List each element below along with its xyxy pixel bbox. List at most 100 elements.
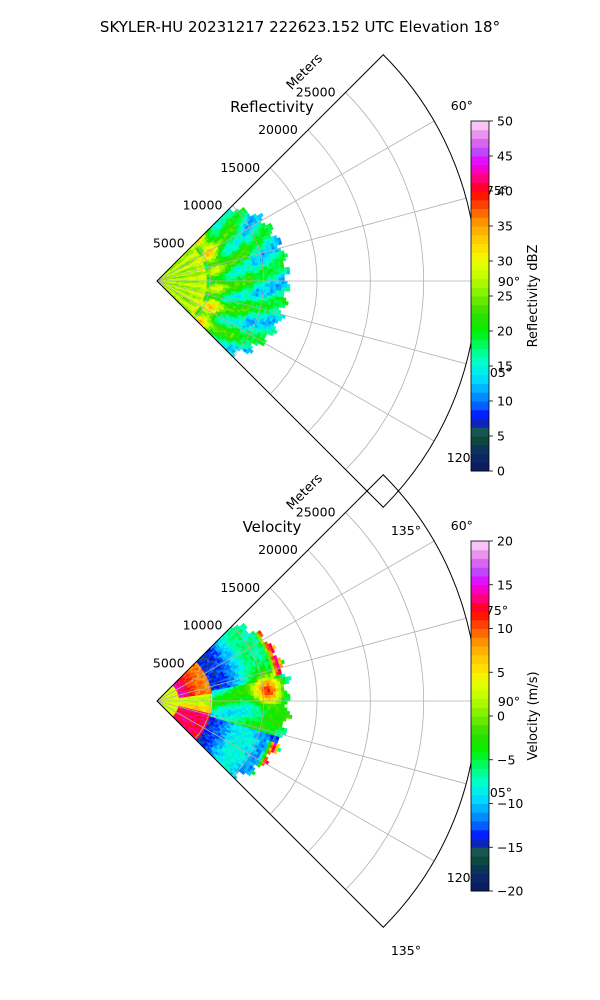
data-cell <box>259 275 263 279</box>
velocity-panel: Velocity500010000150002000025000Meters60… <box>153 471 541 958</box>
data-cell <box>278 270 282 275</box>
colorbar-segment <box>471 278 489 288</box>
data-cell <box>286 266 290 271</box>
data-cell <box>248 695 252 699</box>
data-cell <box>226 697 230 700</box>
data-cell <box>272 688 277 693</box>
data-cell <box>264 709 268 713</box>
data-cell <box>281 284 285 288</box>
data-cell <box>267 688 271 693</box>
data-cell <box>278 700 283 705</box>
data-cell <box>256 698 260 702</box>
colorbar-segment <box>471 269 489 279</box>
colorbar-tick-label: 25 <box>497 289 513 304</box>
data-cell <box>275 287 280 291</box>
data-cell <box>286 693 291 698</box>
data-cell <box>270 706 274 711</box>
data-cell <box>280 290 285 295</box>
data-cell <box>234 274 238 278</box>
radial-tick-label: 20000 <box>258 122 298 137</box>
data-cell <box>280 267 285 272</box>
data-cell <box>281 274 285 278</box>
colorbar-segment <box>471 453 489 463</box>
data-cell <box>278 274 282 279</box>
colorbar-segment <box>471 392 489 402</box>
data-cell <box>250 705 255 709</box>
colorbar-tick-label: 45 <box>497 149 513 164</box>
data-cell <box>245 273 249 277</box>
colorbar-segment <box>471 287 489 297</box>
data-cell <box>253 285 257 290</box>
data-cell <box>278 703 282 708</box>
data-cell <box>287 697 291 702</box>
data-cell <box>270 700 274 705</box>
colorbar-segment <box>471 339 489 349</box>
data-cell <box>281 700 285 705</box>
data-cell <box>242 283 246 286</box>
data-cell <box>237 282 241 286</box>
data-cell <box>267 691 271 696</box>
data-cell <box>236 694 241 698</box>
data-cell <box>267 709 271 714</box>
data-cell <box>284 253 289 258</box>
data-cell <box>248 693 252 697</box>
colorbar-segment <box>471 418 489 428</box>
data-cell <box>287 676 292 681</box>
data-cell <box>269 709 274 714</box>
data-cell <box>272 268 277 273</box>
data-cell <box>250 703 255 707</box>
data-cell <box>275 707 280 711</box>
data-cell <box>264 283 269 288</box>
data-cell <box>278 277 283 282</box>
panel-title: Velocity <box>243 518 302 536</box>
data-cell <box>256 280 260 284</box>
data-cell <box>256 692 260 696</box>
data-cell <box>253 705 257 710</box>
data-cell <box>280 684 285 689</box>
colorbar-tick-label: 35 <box>497 219 513 234</box>
data-cell <box>278 283 282 288</box>
data-cell <box>248 285 252 289</box>
data-cell <box>272 706 277 711</box>
data-cell <box>269 268 274 273</box>
data-cell <box>267 289 271 294</box>
data-cell <box>259 698 263 702</box>
data-cell <box>253 703 258 707</box>
figure-title: SKYLER-HU 20231217 222623.152 UTC Elevat… <box>100 18 500 36</box>
data-cell <box>237 696 241 700</box>
data-cell <box>239 282 244 286</box>
data-cell <box>256 283 260 287</box>
data-cell <box>242 693 246 697</box>
data-cell <box>270 697 274 702</box>
data-cell <box>282 717 287 722</box>
data-cell <box>245 271 249 275</box>
colorbar-segment <box>471 313 489 323</box>
data-cell <box>259 695 263 699</box>
colorbar-segment <box>471 444 489 454</box>
data-cell <box>231 276 235 280</box>
data-cell <box>281 304 286 309</box>
data-cell <box>267 703 271 708</box>
data-cell <box>234 276 238 280</box>
data-cell <box>284 697 288 702</box>
data-cell <box>284 693 288 698</box>
colorbar-label: Reflectivity dBZ <box>526 245 541 348</box>
data-cell <box>273 697 277 702</box>
radial-tick-label: 10000 <box>183 198 223 213</box>
data-cell <box>259 706 263 710</box>
data-cell <box>258 288 263 293</box>
colorbar-tick-label: 10 <box>497 394 513 409</box>
data-cell <box>276 280 280 285</box>
colorbar-segment <box>471 322 489 332</box>
data-cell <box>270 691 274 696</box>
data-cell <box>275 710 279 714</box>
data-cell <box>269 225 274 231</box>
data-cell <box>272 289 277 294</box>
colorbar-segment <box>471 191 489 201</box>
colorbar-tick-label: 5 <box>497 429 505 444</box>
data-cell <box>250 690 254 694</box>
angle-tick-label: 90° <box>498 274 520 289</box>
data-cell <box>278 690 282 695</box>
data-cell <box>278 240 283 246</box>
colorbar-segment <box>471 296 489 306</box>
